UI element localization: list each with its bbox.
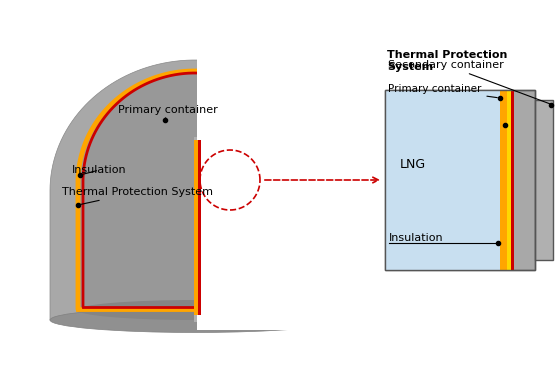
Bar — [500, 90, 507, 270]
Polygon shape — [77, 70, 313, 310]
Bar — [385, 90, 535, 270]
Bar — [511, 90, 514, 270]
Bar — [385, 90, 535, 270]
Polygon shape — [226, 0, 360, 330]
Bar — [385, 90, 500, 270]
Text: Secondary container: Secondary container — [388, 60, 550, 104]
Bar — [507, 90, 511, 270]
Text: Insulation: Insulation — [389, 233, 444, 243]
Ellipse shape — [77, 300, 313, 320]
Text: Thermal Protection System: Thermal Protection System — [62, 187, 213, 204]
Polygon shape — [197, 0, 333, 320]
Text: Thermal Protection
System: Thermal Protection System — [387, 50, 507, 72]
Polygon shape — [197, 0, 360, 330]
Bar — [535, 100, 553, 260]
Bar — [194, 140, 198, 315]
Text: LNG: LNG — [400, 158, 426, 172]
Text: Secondary container: Secondary container — [0, 364, 1, 365]
Bar — [194, 137, 224, 322]
Text: Insulation: Insulation — [72, 165, 127, 175]
Polygon shape — [50, 60, 340, 320]
Text: Primary container: Primary container — [118, 105, 218, 120]
Bar — [198, 140, 200, 315]
Polygon shape — [197, 0, 360, 330]
Text: Primary container: Primary container — [388, 84, 497, 97]
Ellipse shape — [50, 307, 340, 333]
